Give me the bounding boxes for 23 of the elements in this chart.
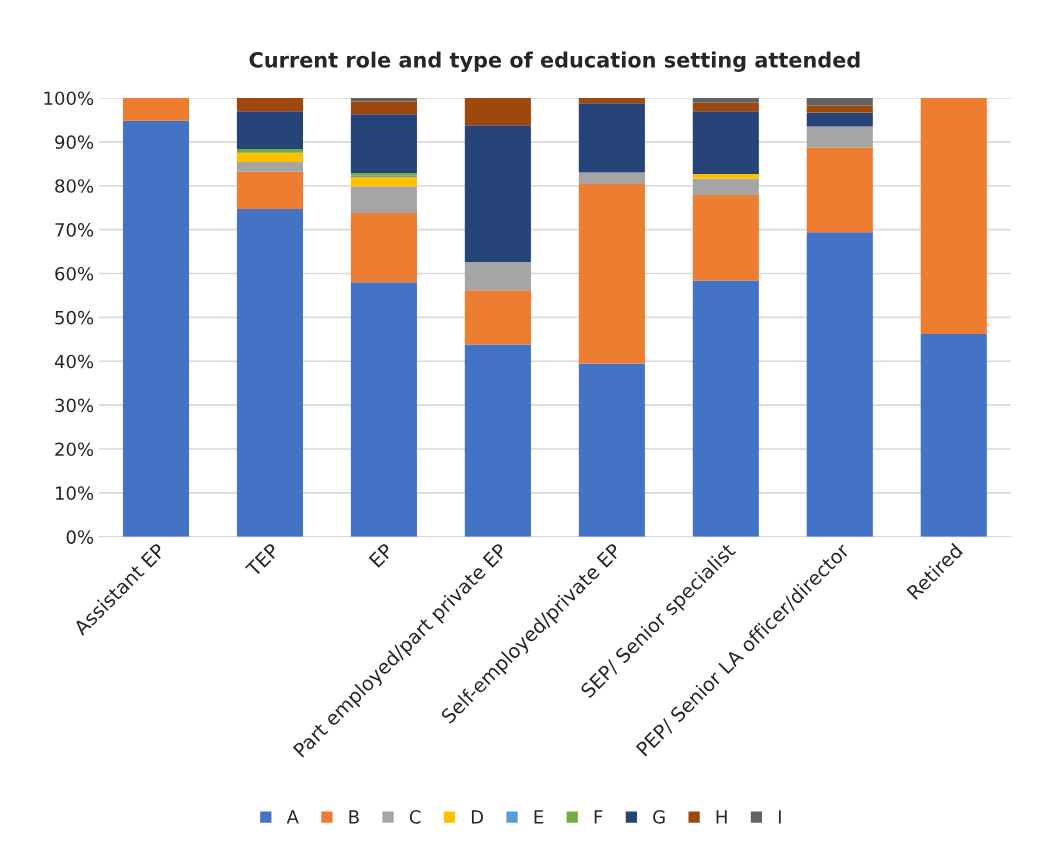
y-tick-label: 20% — [55, 442, 94, 457]
x-tick-label: TEP — [244, 542, 280, 578]
y-tick-label: 100% — [44, 91, 94, 106]
legend-label: E — [534, 810, 544, 824]
y-tick-label: 80% — [55, 179, 94, 193]
x-tick-label: EP — [368, 542, 394, 568]
legend-label: H — [716, 810, 727, 824]
legend-label: C — [409, 810, 421, 824]
legend-label: F — [594, 810, 603, 824]
y-tick-label: 70% — [55, 223, 94, 237]
y-tick-label: 0% — [66, 530, 94, 544]
y-tick-label: 10% — [55, 486, 94, 500]
legend-label: I — [778, 810, 781, 824]
legend-label: A — [286, 810, 299, 824]
y-tick-label: 60% — [55, 266, 94, 281]
y-tick-label: 50% — [55, 310, 94, 325]
legend-label: D — [471, 810, 484, 824]
chart-title: Current role and type of education setting attended — [249, 51, 860, 72]
y-tick-label: 30% — [55, 398, 94, 413]
legend-label: G — [653, 810, 665, 824]
legend-label: B — [349, 810, 359, 824]
y-tick-label: 90% — [55, 135, 94, 149]
y-tick-label: 40% — [54, 354, 94, 369]
